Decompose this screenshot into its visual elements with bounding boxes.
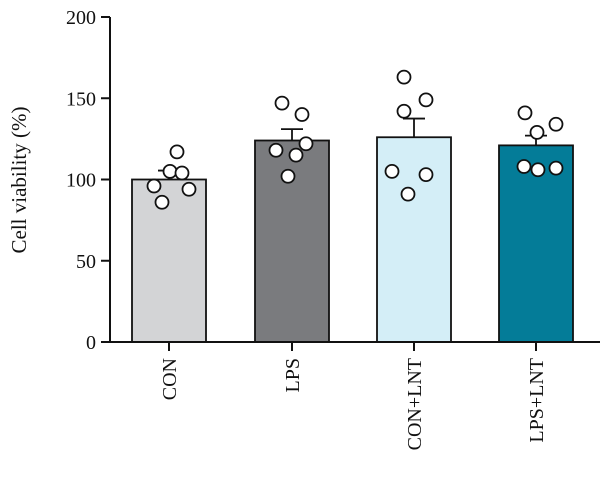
data-point <box>396 103 412 119</box>
error-bars-group <box>158 117 547 180</box>
y-tick-label: 150 <box>66 88 96 110</box>
labels-group: 0 50 100 150 200 CON LPS CON+LNT LPS+LNT <box>66 7 548 450</box>
data-point <box>516 159 532 174</box>
data-point <box>298 136 314 152</box>
axes-group <box>101 16 600 351</box>
data-point <box>548 116 564 132</box>
error-bar-lps <box>281 128 303 141</box>
x-tick-label: LPS <box>282 358 304 392</box>
y-tick-label: 0 <box>86 332 96 354</box>
data-point <box>280 168 296 184</box>
x-tick-label: LPS+LNT <box>526 358 548 443</box>
data-points-group <box>146 69 564 210</box>
data-point <box>530 162 546 178</box>
data-point <box>294 107 310 122</box>
y-tick-label: 100 <box>66 170 96 192</box>
y-tick-label: 50 <box>76 251 96 273</box>
data-point <box>418 92 434 108</box>
data-point <box>548 160 564 176</box>
data-point <box>268 142 284 158</box>
data-point <box>274 95 290 111</box>
data-point <box>181 181 197 197</box>
data-point <box>154 194 170 210</box>
x-tick-label: CON <box>159 358 181 400</box>
data-point <box>396 69 412 85</box>
data-point <box>169 144 185 160</box>
data-point <box>288 147 304 163</box>
bar-lps-lnt <box>498 144 574 343</box>
data-point <box>418 167 434 183</box>
data-point <box>400 186 416 202</box>
bars-group <box>131 136 574 343</box>
error-bar-con-lnt <box>403 117 425 138</box>
data-point <box>384 163 400 179</box>
x-tick-label: CON+LNT <box>404 358 426 450</box>
bar-con <box>131 178 207 343</box>
data-point <box>146 178 162 194</box>
data-point <box>529 124 545 140</box>
data-point <box>162 163 178 179</box>
data-point <box>517 105 533 121</box>
data-point <box>174 165 190 181</box>
y-axis-title: Cell viability (%) <box>7 107 31 254</box>
y-tick-label: 200 <box>66 7 96 29</box>
